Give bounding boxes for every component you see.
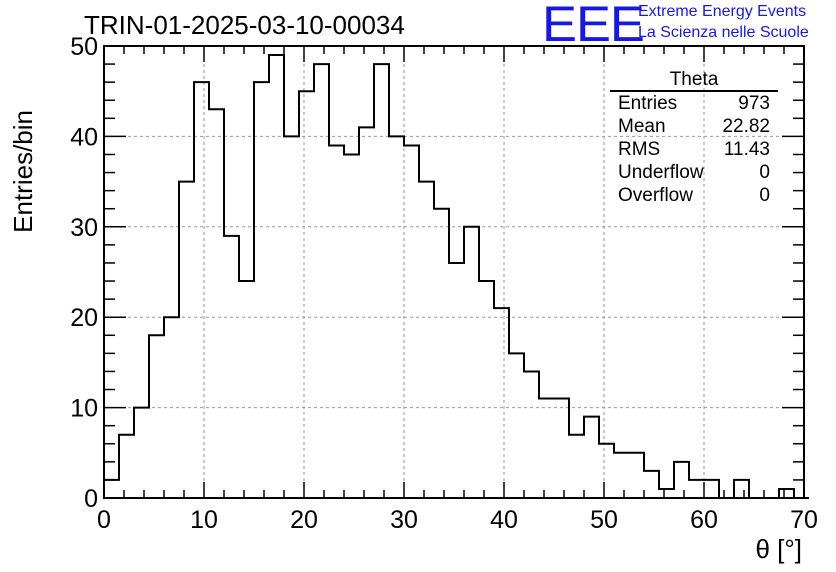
histogram-bin bbox=[434, 209, 449, 498]
x-axis-label: θ [°] bbox=[755, 534, 802, 564]
histogram-bin bbox=[404, 145, 419, 498]
stats-value: 0 bbox=[759, 185, 770, 206]
histogram-bin bbox=[224, 236, 239, 498]
histogram-bin bbox=[509, 353, 524, 498]
stats-value: 973 bbox=[738, 93, 770, 114]
histogram-bin bbox=[704, 480, 719, 498]
histogram-bin bbox=[389, 136, 404, 498]
y-tick-label: 0 bbox=[84, 485, 98, 513]
histogram-bin bbox=[629, 453, 644, 498]
stats-label: Overflow bbox=[618, 185, 693, 206]
histogram-bin bbox=[539, 399, 554, 498]
histogram-bin bbox=[209, 109, 224, 498]
histogram-bin bbox=[314, 64, 329, 498]
x-tick-label: 40 bbox=[490, 506, 518, 534]
histogram-bin bbox=[584, 417, 599, 498]
stats-title: Theta bbox=[610, 70, 778, 92]
stats-label: Entries bbox=[618, 93, 678, 114]
histogram-bin bbox=[299, 91, 314, 498]
histogram-bin bbox=[164, 317, 179, 498]
stats-row-rms: RMS 11.43 bbox=[610, 138, 778, 161]
stats-label: RMS bbox=[618, 139, 661, 160]
y-axis-label: Entries/bin bbox=[8, 110, 38, 233]
histogram-bin bbox=[419, 182, 434, 498]
logo-line-1: Extreme Energy Events bbox=[638, 3, 807, 20]
x-tick-label: 10 bbox=[190, 506, 218, 534]
histogram-outline bbox=[103, 54, 809, 499]
stats-value: 22.82 bbox=[722, 116, 770, 137]
eee-logo-mark: EEE bbox=[542, 0, 645, 52]
histogram-bin bbox=[599, 444, 614, 498]
histogram-bin bbox=[344, 154, 359, 498]
stats-label: Mean bbox=[618, 116, 666, 137]
y-tick-label: 50 bbox=[70, 33, 98, 61]
stats-box: Theta Entries 973 Mean 22.82 RMS 11.43 U… bbox=[610, 70, 778, 207]
y-tick-label: 30 bbox=[70, 214, 98, 242]
logo-line-2: La Scienza nelle Scuole bbox=[638, 24, 809, 41]
histogram-bin bbox=[239, 281, 254, 498]
histogram-bin bbox=[494, 308, 509, 498]
plot-frame bbox=[103, 45, 805, 499]
histogram-bin bbox=[524, 371, 539, 498]
histogram-bin bbox=[104, 480, 119, 498]
x-tick-label: 30 bbox=[390, 506, 418, 534]
stats-row-mean: Mean 22.82 bbox=[610, 115, 778, 138]
histogram-bin bbox=[284, 136, 299, 498]
histogram-bin bbox=[449, 263, 464, 498]
histogram-bin bbox=[554, 399, 569, 498]
stats-row-underflow: Underflow 0 bbox=[610, 161, 778, 184]
y-tick-label: 40 bbox=[70, 123, 98, 151]
y-tick-label: 10 bbox=[70, 395, 98, 423]
histogram-bin bbox=[374, 64, 389, 498]
histogram-bin bbox=[464, 227, 479, 498]
histogram-bin bbox=[329, 145, 344, 498]
histogram-bin bbox=[269, 55, 284, 498]
x-tick-label: 50 bbox=[590, 506, 618, 534]
histogram-bin bbox=[134, 408, 149, 498]
histogram-bin bbox=[194, 82, 209, 498]
x-tick-label: 70 bbox=[790, 506, 818, 534]
histogram-bin bbox=[734, 480, 749, 498]
histogram-bin bbox=[644, 471, 659, 498]
chart-title: TRIN-01-2025-03-10-00034 bbox=[84, 10, 405, 40]
histogram-bin bbox=[614, 453, 629, 498]
histogram-bin bbox=[659, 489, 674, 498]
histogram-bin bbox=[119, 435, 134, 498]
stats-value: 11.43 bbox=[723, 139, 770, 160]
histogram-bin bbox=[149, 335, 164, 498]
histogram-bin bbox=[254, 82, 269, 498]
histogram-bin bbox=[569, 435, 584, 498]
x-tick-label: 0 bbox=[97, 506, 111, 534]
stats-row-overflow: Overflow 0 bbox=[610, 184, 778, 207]
histogram-bin bbox=[779, 489, 794, 498]
histogram-bin bbox=[674, 462, 689, 498]
stats-value: 0 bbox=[759, 162, 770, 183]
y-tick-label: 20 bbox=[70, 304, 98, 332]
stats-row-entries: Entries 973 bbox=[610, 92, 778, 115]
histogram-bin bbox=[689, 480, 704, 498]
x-tick-label: 20 bbox=[290, 506, 318, 534]
histogram-bin bbox=[179, 182, 194, 498]
histogram-bin bbox=[359, 127, 374, 498]
stats-label: Underflow bbox=[618, 162, 704, 183]
histogram-bin bbox=[479, 281, 494, 498]
x-tick-label: 60 bbox=[690, 506, 718, 534]
